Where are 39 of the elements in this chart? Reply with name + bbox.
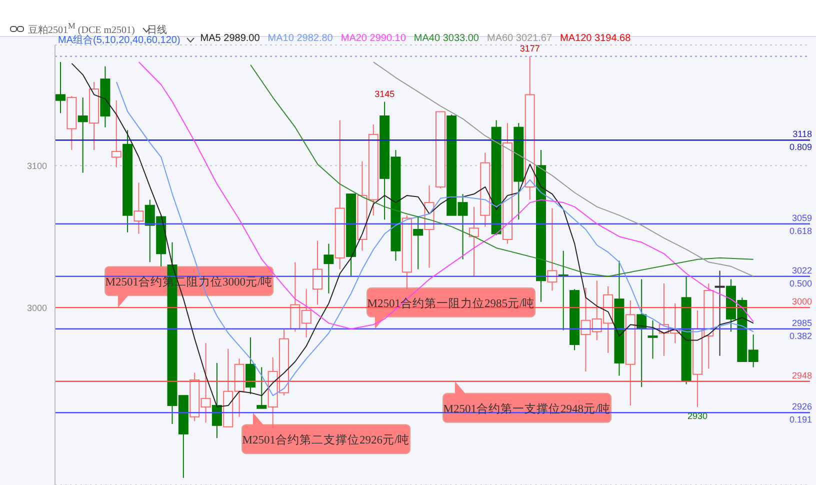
candlestick [245, 336, 256, 395]
text: MA5 2989.00 [200, 33, 260, 46]
ref-line-label: 2948 [792, 370, 812, 380]
candlestick [312, 240, 323, 306]
y-tick-label: 3100 [26, 160, 47, 171]
candlestick [56, 62, 66, 114]
candlestick [714, 270, 725, 356]
legend-label: MA120 3194.68 [560, 33, 631, 46]
ref-line-label: 2985 0.382 [789, 318, 812, 341]
candlestick [212, 362, 222, 439]
annotation: M2501合约第二支撑位2926元/吨 [242, 434, 410, 447]
chart-title: 豆粕2501$^{M}$ (DCE m2501) [28, 22, 135, 36]
candlestick [111, 100, 122, 168]
annotation: M2501合约第一阻力位2985元/吨 [367, 296, 535, 310]
candlestick [468, 206, 479, 277]
ref-line-label: 3118 0.809 [789, 129, 812, 152]
annotation: 3145 [374, 88, 395, 99]
candlestick [256, 366, 267, 409]
annotation: 2930 [688, 410, 708, 421]
candlestick [134, 182, 144, 234]
ref-line-label: 2926 0.191 [789, 402, 812, 425]
chart-subtitle: 日线 [146, 25, 167, 36]
annotation: 3177 [520, 43, 540, 54]
line-series [138, 62, 754, 330]
text: MA60 3021.67 [486, 33, 552, 45]
candlestick [413, 216, 424, 270]
text: MA10 2982.80 [268, 33, 333, 46]
ref-line-label: 3059 0.618 [789, 212, 812, 236]
text: MA20 2990.10 [340, 33, 406, 46]
line-series [372, 62, 754, 277]
legend-title: MA组合(5,10,20,40,60,120) [58, 35, 182, 47]
candlestick [324, 243, 334, 294]
candlestick [648, 320, 658, 360]
text: MA40 3033.00 [414, 33, 479, 46]
ref-line-label: 3022 0.500 [789, 265, 812, 288]
candlestick [78, 97, 88, 174]
ref-line-label: 3000 [792, 296, 812, 307]
candlestick [547, 208, 558, 292]
line-series [250, 64, 754, 277]
